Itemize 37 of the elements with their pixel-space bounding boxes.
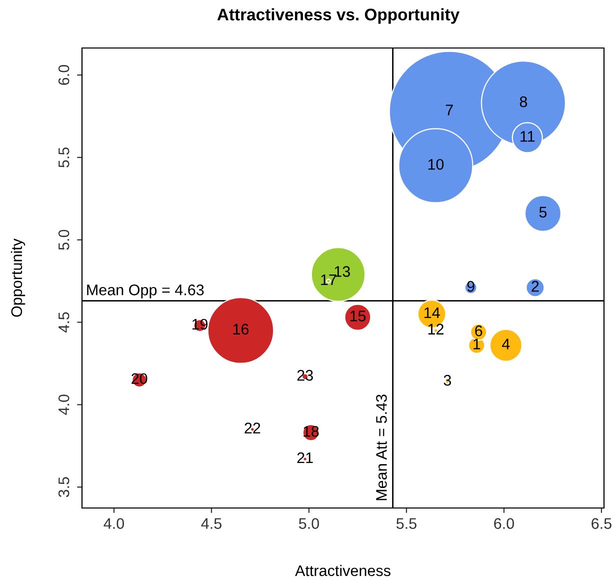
y-tick-label: 6.0 <box>58 65 70 85</box>
annotation: 14 <box>424 307 440 318</box>
annotation: 1 <box>474 338 480 350</box>
annotation: 3 <box>444 374 451 386</box>
x-tick-label: 4.5 <box>201 518 222 529</box>
x-tick-label: 5.0 <box>298 518 319 529</box>
y-tick-label: 5.5 <box>58 147 70 168</box>
annotation: 22 <box>244 422 260 434</box>
x-axis-title: Attractiveness <box>295 564 390 576</box>
annotation: 13 <box>334 266 350 277</box>
x-tick-label: 5.5 <box>396 518 416 529</box>
annotation: 9 <box>467 280 474 292</box>
annotation: 5 <box>539 206 547 218</box>
annotation: 7 <box>446 104 453 116</box>
ref-line-label: Mean Opp = 4.63 <box>87 284 204 298</box>
y-tick-label: 4.0 <box>58 394 70 415</box>
annotation: 21 <box>297 452 313 463</box>
annotation: 12 <box>428 324 444 334</box>
chart-title: Attractiveness vs. Opportunity <box>217 8 460 24</box>
x-tick-label: 4.0 <box>104 518 124 529</box>
annotation: 6 <box>475 325 482 336</box>
y-axis-title: Opportunity <box>10 238 26 317</box>
annotation: 16 <box>233 324 249 335</box>
annotation: 8 <box>520 96 528 108</box>
y-tick-label: 4.5 <box>58 312 70 333</box>
annotation: 17 <box>321 274 336 285</box>
x-tick-label: 6.0 <box>494 518 514 529</box>
annotation: 2 <box>532 280 539 292</box>
y-tick-label: 5.0 <box>58 230 70 250</box>
annotation: 11 <box>520 131 535 142</box>
annotation: 10 <box>428 158 444 170</box>
x-tick-label: 6.5 <box>592 518 612 529</box>
annotation: 15 <box>350 310 366 322</box>
ref-line-label: Mean Att = 5.43 <box>376 394 387 500</box>
annotation: 4 <box>502 338 510 350</box>
annotation: 23 <box>297 370 313 381</box>
y-tick-label: 3.5 <box>58 477 70 498</box>
